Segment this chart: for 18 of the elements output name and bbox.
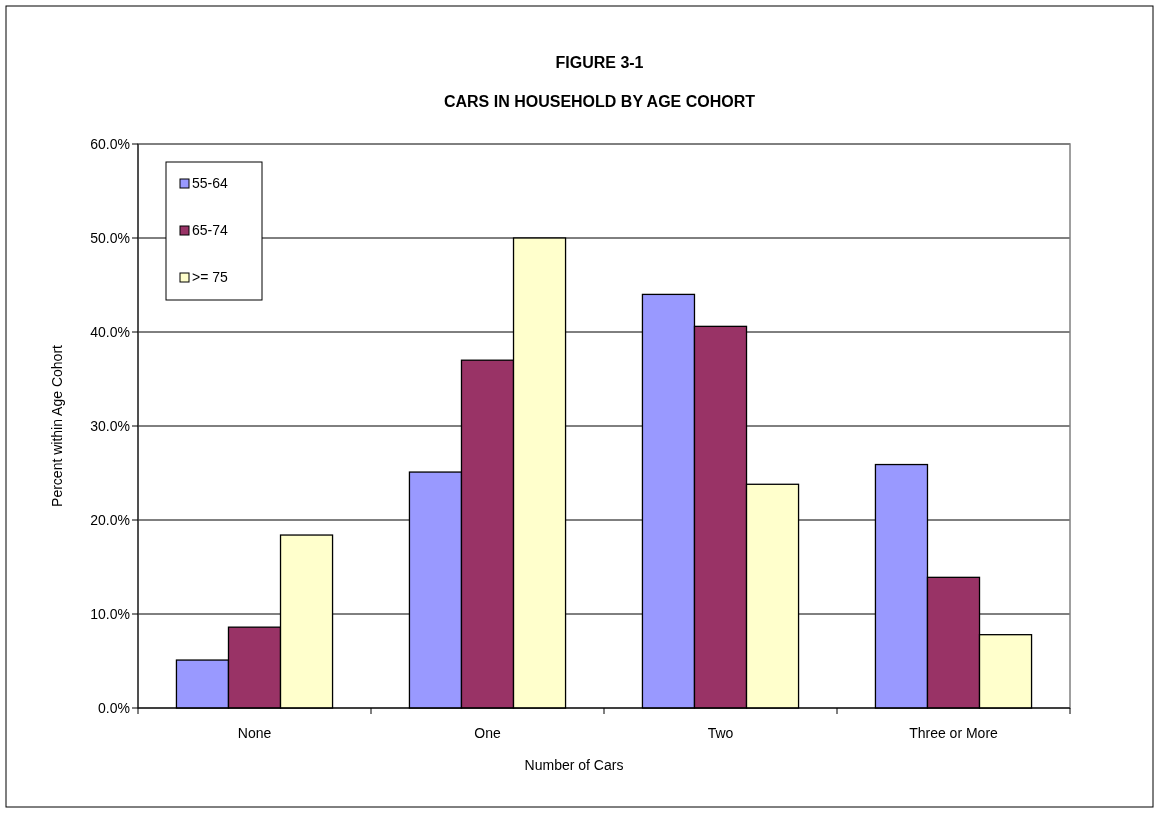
y-tick-label: 50.0% [90,230,130,246]
chart-title: FIGURE 3-1 [555,54,644,71]
chart-subtitle: CARS IN HOUSEHOLD BY AGE COHORT [443,93,756,110]
y-tick-label: 20.0% [90,512,130,528]
y-axis-title: Percent within Age Cohort [49,344,65,507]
x-tick-label: Two [707,725,734,741]
x-tick-label: Three or More [909,725,999,741]
y-tick-label: 40.0% [90,324,130,340]
x-axis-title: Number of Cars [524,757,624,773]
legend-label: 65-74 [192,222,229,238]
y-tick-label: 30.0% [90,418,130,434]
y-tick-label: 0.0% [98,700,130,716]
x-tick-label: One [474,725,501,741]
legend-label: 55-64 [192,175,229,191]
x-tick-label: None [237,725,272,741]
legend-label: >= 75 [192,269,229,285]
y-tick-label: 60.0% [90,136,130,152]
y-tick-label: 10.0% [90,606,130,622]
